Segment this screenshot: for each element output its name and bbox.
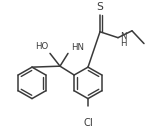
Text: Cl: Cl [83,118,93,128]
Text: S: S [97,2,103,12]
Text: N: N [120,32,126,41]
Text: HO: HO [35,42,48,51]
Text: H: H [120,39,126,48]
Text: HN: HN [71,43,84,52]
